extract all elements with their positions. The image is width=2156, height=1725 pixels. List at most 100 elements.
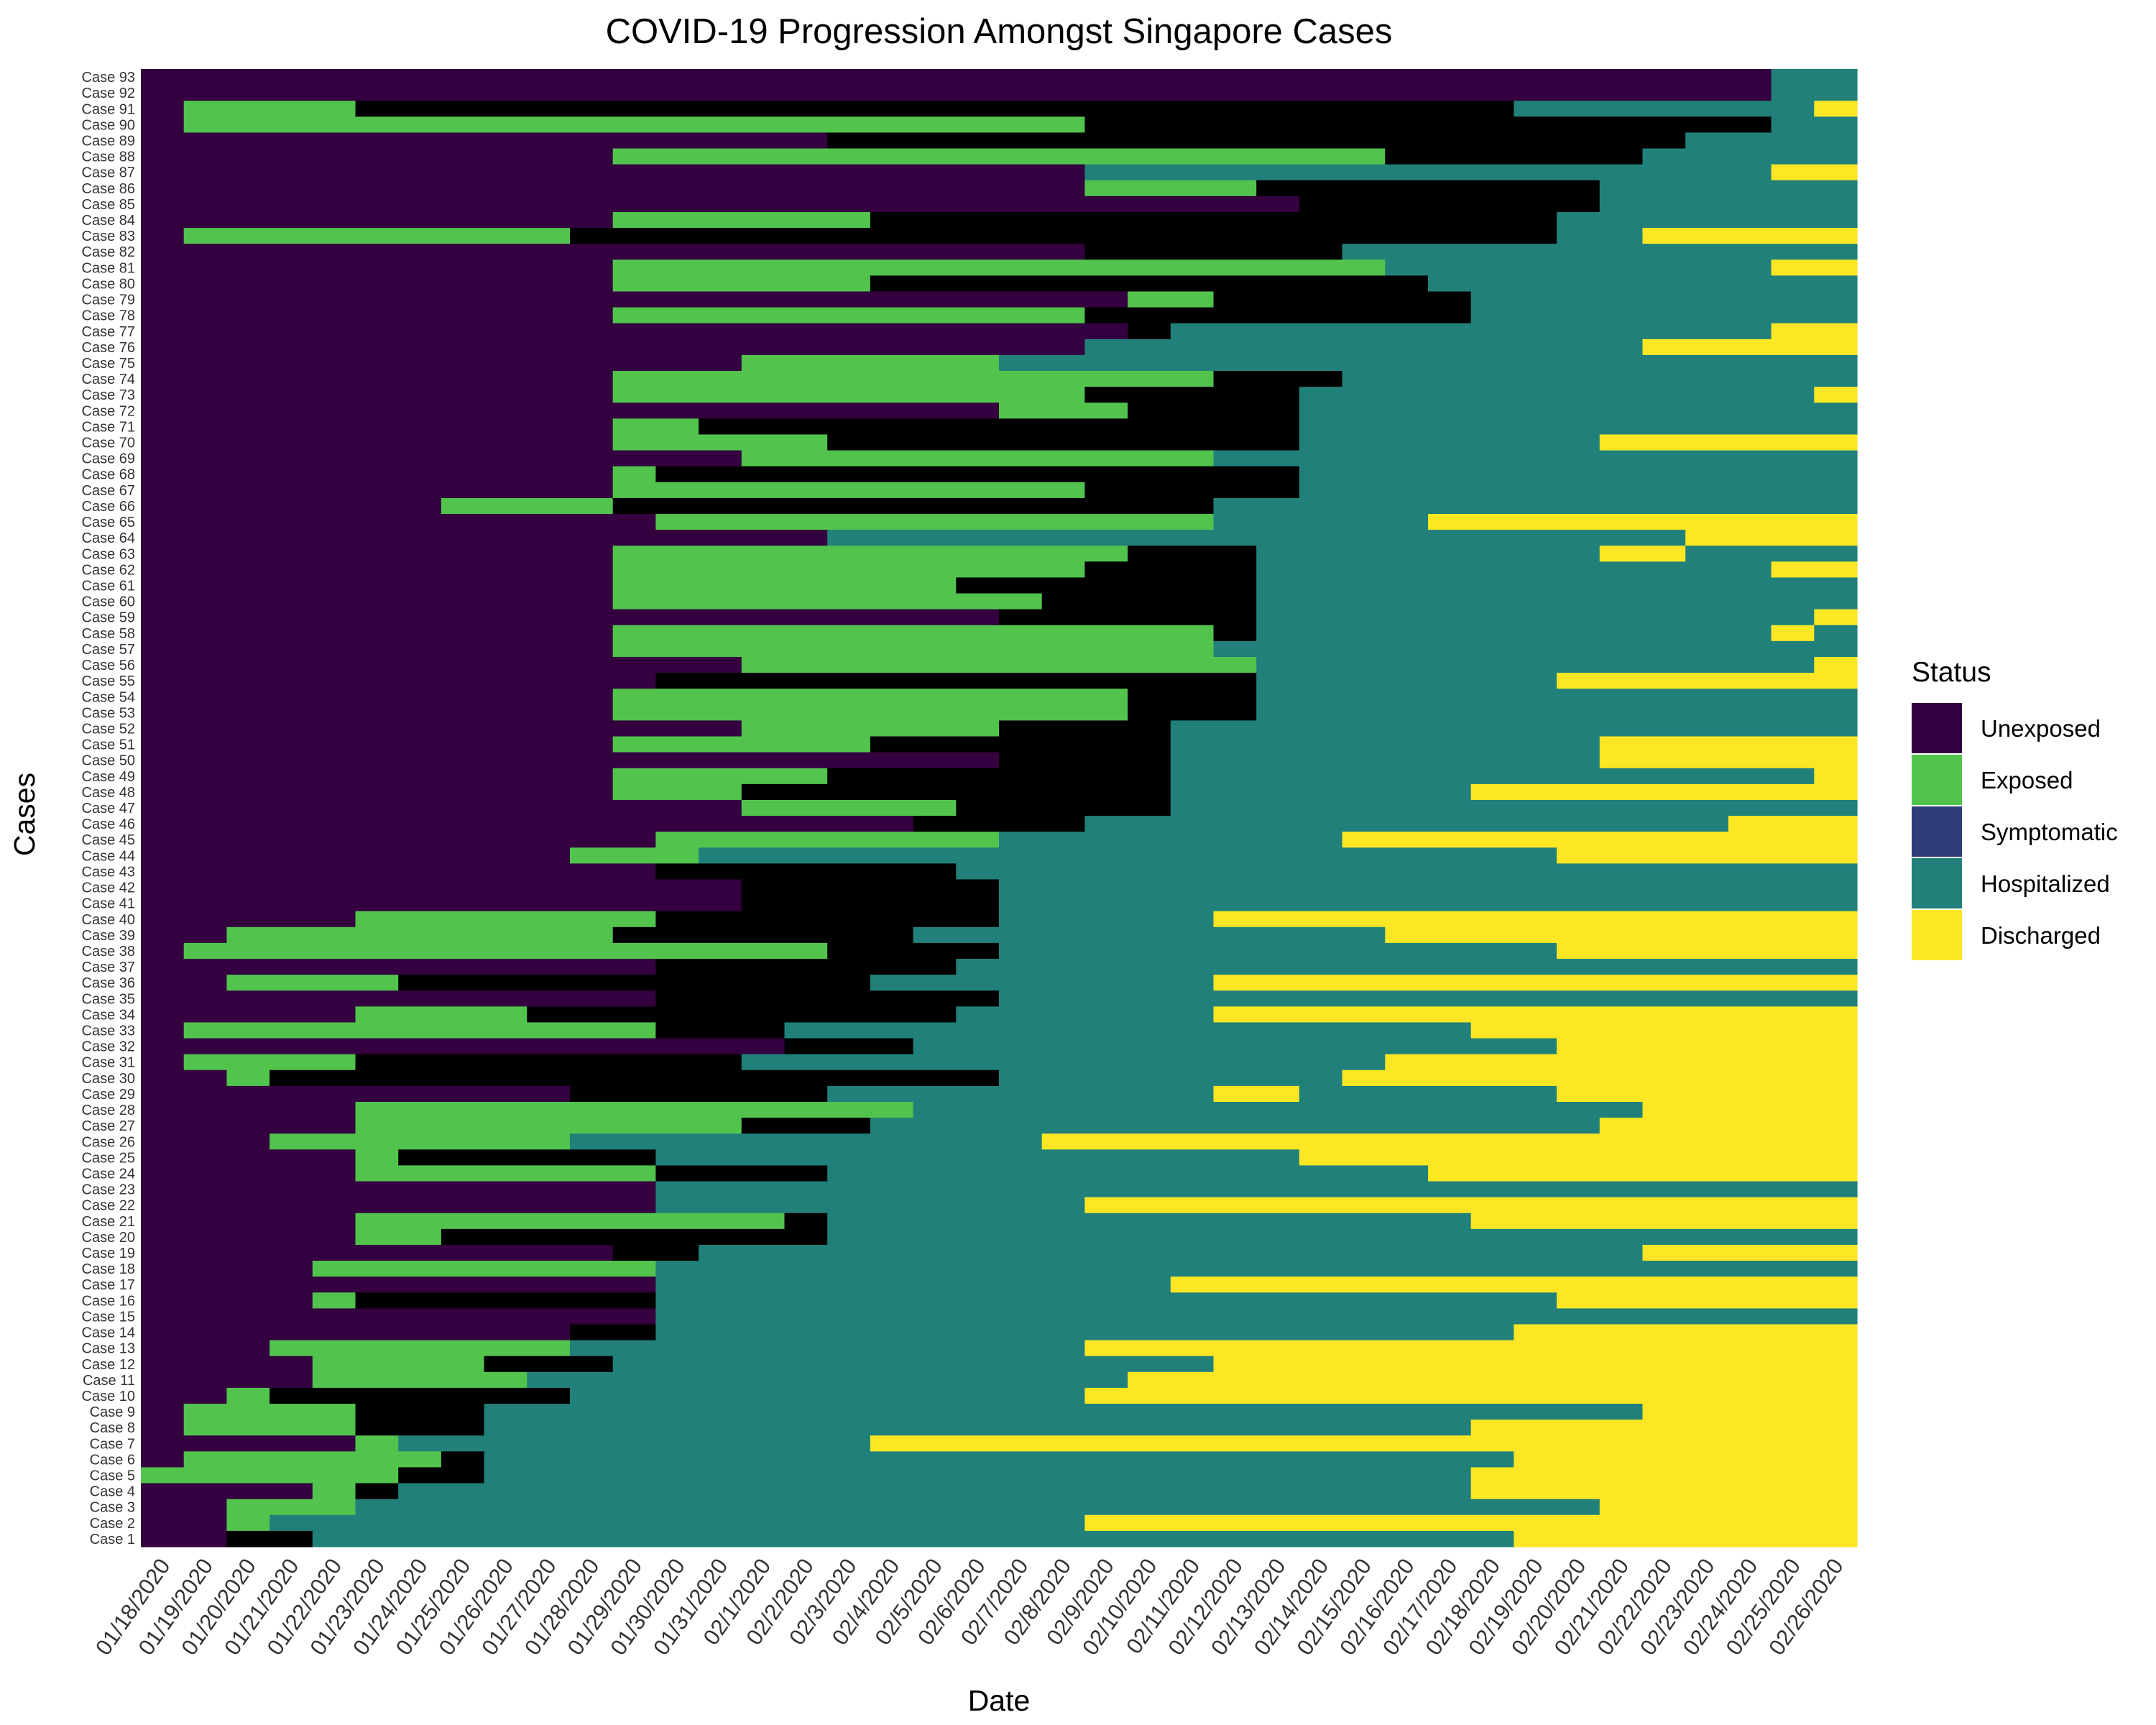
heatmap-cell: [741, 799, 957, 816]
heatmap-cell: [1084, 561, 1257, 579]
y-tick-label: Case 5: [90, 1468, 135, 1484]
heatmap-cell: [141, 783, 614, 801]
heatmap-cell: [1213, 1356, 1858, 1373]
heatmap-cell: [1428, 1165, 1858, 1182]
y-tick-label: Case 24: [82, 1166, 136, 1182]
heatmap-cell: [1771, 323, 1858, 340]
heatmap-cell: [1213, 1006, 1858, 1024]
y-tick-label: Case 89: [82, 133, 136, 149]
y-tick-label: Case 42: [82, 880, 136, 896]
heatmap-cell: [612, 211, 871, 229]
heatmap-cell: [999, 720, 1171, 737]
y-tick-label: Case 70: [82, 436, 136, 451]
heatmap-cell: [141, 418, 614, 436]
heatmap-cell: [913, 926, 1386, 944]
heatmap-cell: [655, 1324, 1514, 1341]
heatmap-cell: [1084, 1387, 1858, 1404]
heatmap-cell: [1256, 656, 1815, 673]
heatmap-cell: [655, 1292, 1557, 1309]
heatmap-cell: [1599, 196, 1858, 213]
heatmap-cell: [141, 656, 742, 673]
heatmap-cell: [312, 1292, 356, 1309]
y-tick-label: Case 68: [82, 467, 136, 483]
heatmap-cell: [141, 69, 1772, 86]
y-tick-label: Case 2: [90, 1516, 135, 1532]
y-tick-label: Case 63: [82, 546, 136, 562]
y-tick-label: Case 28: [82, 1103, 136, 1118]
heatmap-cell: [312, 1371, 528, 1389]
heatmap-cell: [956, 799, 1171, 816]
heatmap-cell: [1299, 1149, 1858, 1167]
heatmap-cell: [741, 879, 1000, 896]
heatmap-cell: [1514, 1324, 1858, 1341]
heatmap-cell: [141, 1197, 656, 1214]
y-tick-label: Case 52: [82, 721, 136, 737]
heatmap-cell: [141, 1133, 270, 1150]
y-tick-label: Case 51: [82, 737, 136, 753]
heatmap-cell: [870, 736, 1171, 753]
y-tick-label: Case 34: [82, 1007, 136, 1023]
heatmap-cell: [1599, 1118, 1858, 1134]
heatmap-cell: [1557, 942, 1858, 960]
heatmap-cell: [1599, 736, 1858, 753]
y-tick-label: Case 11: [83, 1373, 135, 1389]
heatmap-cell: [913, 816, 1085, 832]
y-tick-label: Case 40: [82, 912, 136, 928]
heatmap-cell: [141, 879, 742, 896]
heatmap-cell: [484, 1467, 1472, 1484]
heatmap-cell: [741, 720, 1000, 737]
heatmap-cell: [1385, 148, 1644, 165]
heatmap-cell: [1642, 339, 1858, 356]
heatmap-cell: [141, 975, 227, 991]
heatmap-cell: [1170, 323, 1772, 340]
heatmap-cell: [612, 1244, 699, 1261]
y-tick-label: Case 64: [82, 530, 136, 546]
heatmap-cell: [612, 307, 1085, 324]
heatmap-cell: [999, 609, 1257, 626]
y-tick-label: Case 38: [82, 944, 136, 960]
heatmap-cell: [183, 101, 356, 117]
heatmap-cell: [141, 148, 614, 165]
heatmap-cell: [999, 911, 1215, 928]
heatmap-cell: [1470, 1420, 1858, 1436]
y-tick-label: Case 87: [82, 165, 136, 181]
heatmap-cell: [141, 942, 185, 960]
heatmap-cell: [141, 1244, 614, 1261]
heatmap-cell: [1128, 689, 1257, 705]
heatmap-cell: [1771, 164, 1858, 181]
y-tick-label: Case 48: [82, 785, 136, 801]
heatmap-cell: [312, 1356, 485, 1373]
heatmap-cell: [141, 164, 1085, 181]
heatmap-cell: [1385, 1054, 1858, 1071]
heatmap-cell: [612, 466, 656, 483]
y-tick-label: Case 23: [82, 1182, 136, 1198]
heatmap-cell: [141, 863, 656, 880]
heatmap-cell: [655, 911, 1000, 928]
y-tick-label: Case 7: [90, 1436, 135, 1452]
heatmap-cell: [741, 895, 1000, 912]
heatmap-cell: [570, 847, 699, 864]
heatmap-cell: [1599, 434, 1858, 451]
y-tick-label: Case 17: [82, 1277, 136, 1293]
heatmap-cell: [612, 434, 828, 451]
heatmap-cell: [141, 593, 614, 610]
heatmap-cell: [655, 1022, 786, 1039]
heatmap-cell: [312, 1261, 656, 1277]
y-tick-label: Case 3: [90, 1500, 135, 1516]
heatmap-cell: [1213, 975, 1858, 991]
heatmap-cell: [827, 1085, 1215, 1103]
heatmap-cell: [141, 291, 1128, 308]
y-tick-label: Case 53: [82, 705, 136, 721]
legend-label: Discharged: [1981, 922, 2101, 949]
heatmap-cell: [484, 1420, 1472, 1436]
legend-label: Exposed: [1981, 767, 2073, 794]
heatmap-cell: [741, 783, 1171, 801]
heatmap-cell: [1599, 752, 1858, 769]
heatmap-cell: [226, 1530, 313, 1547]
heatmap-cell: [355, 1118, 742, 1134]
heatmap-cell: [741, 354, 1000, 372]
heatmap-cell: [1128, 1371, 1858, 1389]
heatmap-cell: [141, 625, 614, 642]
heatmap-cell: [1642, 1101, 1858, 1118]
heatmap-cell: [141, 354, 742, 372]
